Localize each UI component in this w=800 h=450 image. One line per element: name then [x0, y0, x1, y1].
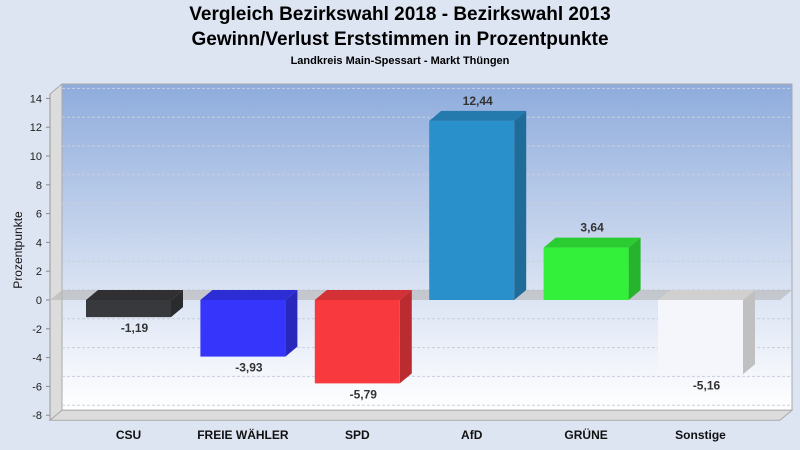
y-tick-label: 0: [36, 295, 42, 307]
data-label: -5,79: [350, 387, 378, 401]
left-wall: [49, 82, 63, 422]
y-tick-label: 8: [36, 180, 42, 192]
bar-top: [543, 237, 641, 248]
y-tick-label: -8: [32, 410, 42, 422]
bar-top: [658, 290, 755, 300]
bar-FREIE WÄHLER: [200, 300, 286, 357]
data-label: -3,93: [235, 361, 263, 375]
y-tick-label: -6: [32, 381, 42, 393]
data-label: -5,16: [693, 378, 721, 392]
x-tick-label: Sonstige: [675, 428, 726, 442]
bar-side: [171, 290, 183, 318]
x-tick-label: AfD: [461, 428, 483, 442]
y-tick-label: -2: [32, 324, 42, 336]
data-label: -1,19: [121, 321, 149, 335]
floor: [48, 409, 794, 421]
bar-Sonstige: [658, 300, 743, 375]
x-tick-label: SPD: [345, 428, 370, 442]
bar-side: [514, 110, 527, 300]
y-tick-label: -4: [32, 353, 42, 365]
bar-top: [200, 290, 298, 300]
bar-side: [743, 290, 755, 375]
y-tick-label: 12: [30, 122, 42, 134]
bar-CSU: [86, 300, 171, 318]
bar-top: [429, 110, 527, 121]
bar-side: [285, 290, 298, 357]
bar-top: [86, 290, 183, 300]
x-tick-label: GRÜNE: [564, 427, 607, 442]
data-label: 3,64: [580, 221, 604, 235]
bar-side: [399, 290, 412, 384]
y-axis-label: Prozentpunkte: [11, 211, 25, 289]
y-tick-label: 14: [30, 93, 42, 105]
bar-GRÜNE: [543, 247, 629, 300]
y-tick-label: 4: [36, 237, 42, 249]
y-tick-label: 2: [36, 266, 42, 278]
bar-side: [628, 237, 641, 300]
y-tick-label: 6: [36, 209, 42, 221]
chart-title: Vergleich Bezirkswahl 2018 - Bezirkswahl…: [189, 4, 611, 25]
y-tick-label: 10: [30, 151, 42, 163]
bar-AfD: [429, 120, 515, 300]
x-tick-label: FREIE WÄHLER: [197, 427, 289, 442]
data-label: 12,44: [463, 94, 493, 108]
chart-subtitle: Landkreis Main-Spessart - Markt Thüngen: [290, 55, 510, 67]
bar-top: [314, 290, 412, 300]
bar-SPD: [314, 300, 400, 384]
x-tick-label: CSU: [116, 428, 141, 442]
chart-title-2: Gewinn/Verlust Erststimmen in Prozentpun…: [191, 29, 609, 50]
